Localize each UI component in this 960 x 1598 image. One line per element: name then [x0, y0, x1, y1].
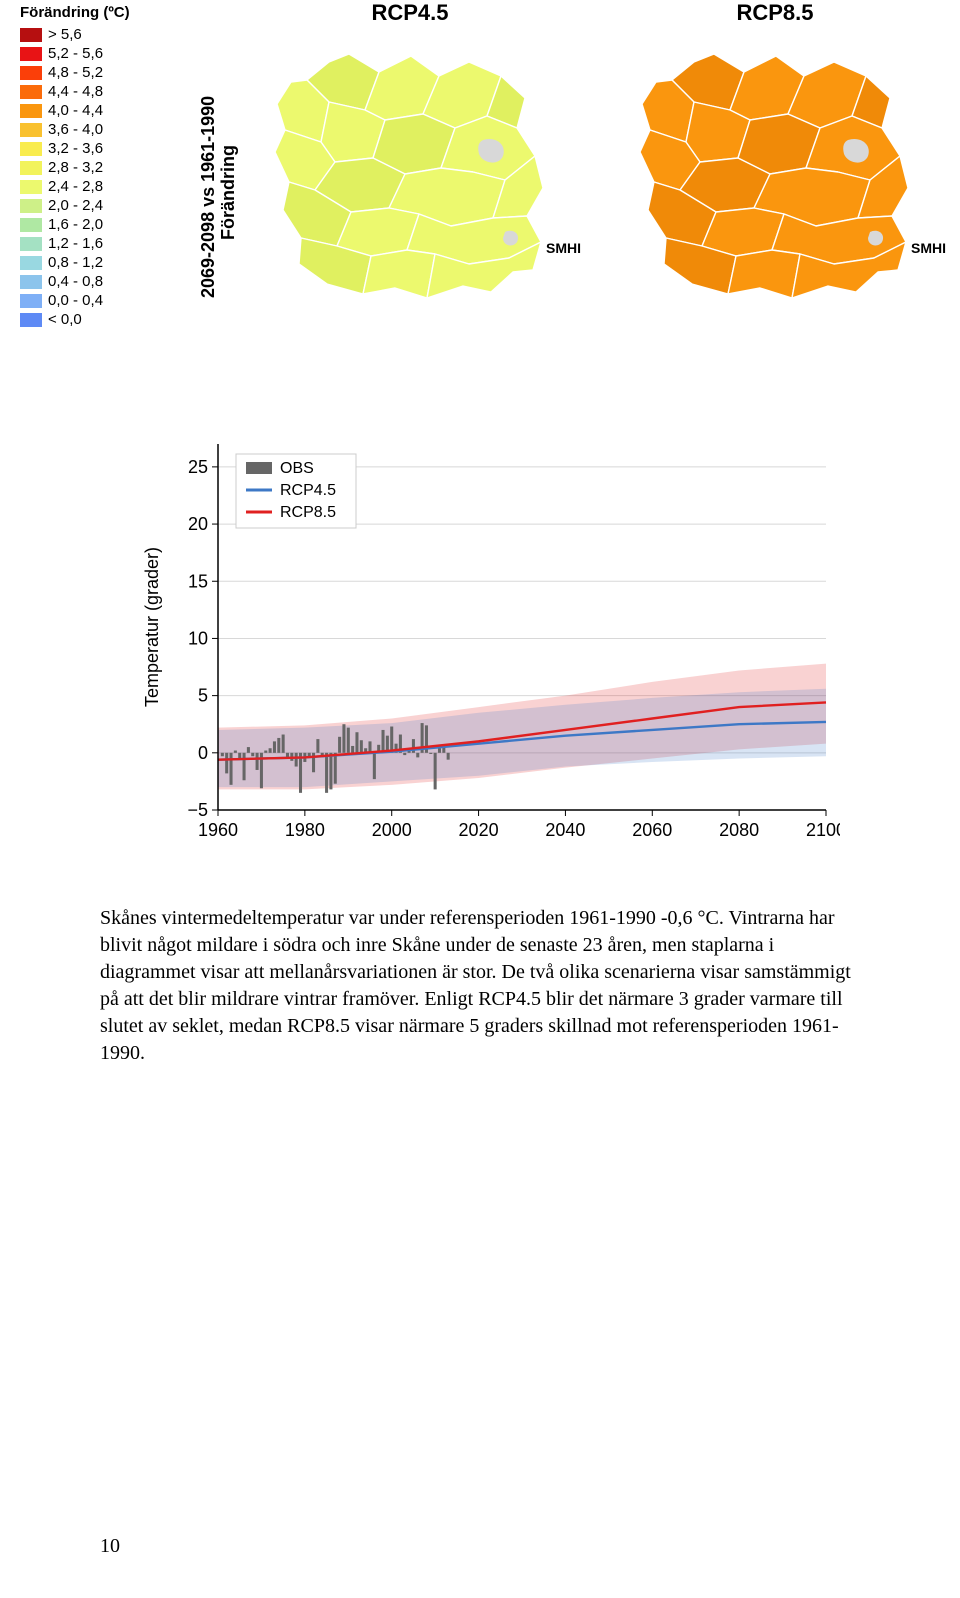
legend-item: 3,2 - 3,6: [20, 139, 130, 158]
map-title-right: RCP8.5: [600, 0, 950, 26]
svg-text:5: 5: [198, 686, 208, 706]
map-svg-right: [620, 32, 930, 322]
legend-swatch: [20, 256, 42, 270]
svg-text:2080: 2080: [719, 820, 759, 840]
legend-label: 2,4 - 2,8: [48, 178, 103, 195]
legend-swatch: [20, 28, 42, 42]
legend-swatch: [20, 180, 42, 194]
svg-text:20: 20: [188, 514, 208, 534]
legend-label: < 0,0: [48, 311, 82, 328]
legend-label: 1,2 - 1,6: [48, 235, 103, 252]
legend-label: 2,0 - 2,4: [48, 197, 103, 214]
smhi-attr-left: SMHI: [546, 240, 581, 256]
legend-item: 0,8 - 1,2: [20, 253, 130, 272]
legend-swatch: [20, 218, 42, 232]
legend-title: Förändring (ºC): [20, 4, 130, 21]
svg-text:2060: 2060: [632, 820, 672, 840]
legend-item: 2,4 - 2,8: [20, 177, 130, 196]
legend-item: 4,0 - 4,4: [20, 101, 130, 120]
legend-item: 0,4 - 0,8: [20, 272, 130, 291]
legend-items: > 5,6 5,2 - 5,6 4,8 - 5,2 4,4 - 4,8 4,0 - 4,…: [20, 25, 130, 329]
chart-svg: −5 0 5 10 15 20 25 1960 1980 2000 2020 2040 2060 2080…: [140, 430, 840, 860]
legend-label: 0,4 - 0,8: [48, 273, 103, 290]
color-legend: Förändring (ºC) > 5,6 5,2 - 5,6 4,8 - 5,2 4…: [20, 4, 130, 329]
map-rcp85: RCP8.5 SMHI: [600, 0, 950, 322]
svg-text:1980: 1980: [285, 820, 325, 840]
svg-text:RCP4.5: RCP4.5: [280, 482, 336, 499]
legend-item: 1,2 - 1,6: [20, 234, 130, 253]
svg-text:15: 15: [188, 571, 208, 591]
maps-row: Förändring (ºC) > 5,6 5,2 - 5,6 4,8 - 5,2 4…: [0, 0, 960, 370]
legend-swatch: [20, 85, 42, 99]
legend-label: 2,8 - 3,2: [48, 159, 103, 176]
legend-item: 4,4 - 4,8: [20, 82, 130, 101]
legend-item: > 5,6: [20, 25, 130, 44]
legend-item: 4,8 - 5,2: [20, 63, 130, 82]
legend-label: 5,2 - 5,6: [48, 45, 103, 62]
caption-text: Skånes vintermedeltemperatur var under r…: [100, 905, 860, 1067]
legend-swatch: [20, 104, 42, 118]
caption-paragraph: Skånes vintermedeltemperatur var under r…: [100, 905, 860, 1067]
svg-text:RCP8.5: RCP8.5: [280, 504, 336, 521]
side-label: 2069-2098 vs 1961-1990: [198, 96, 219, 298]
legend-swatch: [20, 161, 42, 175]
legend-label: 3,6 - 4,0: [48, 121, 103, 138]
svg-text:1960: 1960: [198, 820, 238, 840]
legend-item: 0,0 - 0,4: [20, 291, 130, 310]
legend-item: < 0,0: [20, 310, 130, 329]
svg-text:10: 10: [188, 628, 208, 648]
legend-label: 1,6 - 2,0: [48, 216, 103, 233]
legend-swatch: [20, 275, 42, 289]
svg-text:OBS: OBS: [280, 460, 314, 477]
legend-label: 4,0 - 4,4: [48, 102, 103, 119]
map-svg-left: [255, 32, 565, 322]
svg-text:0: 0: [198, 743, 208, 763]
legend-label: 3,2 - 3,6: [48, 140, 103, 157]
legend-label: 4,8 - 5,2: [48, 64, 103, 81]
legend-item: 5,2 - 5,6: [20, 44, 130, 63]
legend-swatch: [20, 237, 42, 251]
map-title-left: RCP4.5: [235, 0, 585, 26]
temperature-chart: −5 0 5 10 15 20 25 1960 1980 2000 2020 2040 2060 2080…: [140, 430, 840, 860]
svg-text:−5: −5: [187, 800, 208, 820]
legend-label: 4,4 - 4,8: [48, 83, 103, 100]
svg-text:2040: 2040: [545, 820, 585, 840]
legend-swatch: [20, 66, 42, 80]
legend-label: 0,0 - 0,4: [48, 292, 103, 309]
legend-item: 2,0 - 2,4: [20, 196, 130, 215]
svg-text:Temperatur (grader): Temperatur (grader): [142, 547, 162, 707]
svg-text:2100: 2100: [806, 820, 840, 840]
legend-swatch: [20, 199, 42, 213]
legend-item: 2,8 - 3,2: [20, 158, 130, 177]
svg-text:25: 25: [188, 457, 208, 477]
legend-label: 0,8 - 1,2: [48, 254, 103, 271]
map-rcp45: RCP4.5 SMHI: [235, 0, 585, 322]
smhi-attr-right: SMHI: [911, 240, 946, 256]
legend-swatch: [20, 313, 42, 327]
svg-text:2020: 2020: [459, 820, 499, 840]
legend-swatch: [20, 47, 42, 61]
legend-swatch: [20, 142, 42, 156]
legend-item: 1,6 - 2,0: [20, 215, 130, 234]
legend-label: > 5,6: [48, 26, 82, 43]
legend-swatch: [20, 123, 42, 137]
legend-swatch: [20, 294, 42, 308]
page-number: 10: [100, 1535, 120, 1558]
legend-item: 3,6 - 4,0: [20, 120, 130, 139]
svg-text:2000: 2000: [372, 820, 412, 840]
